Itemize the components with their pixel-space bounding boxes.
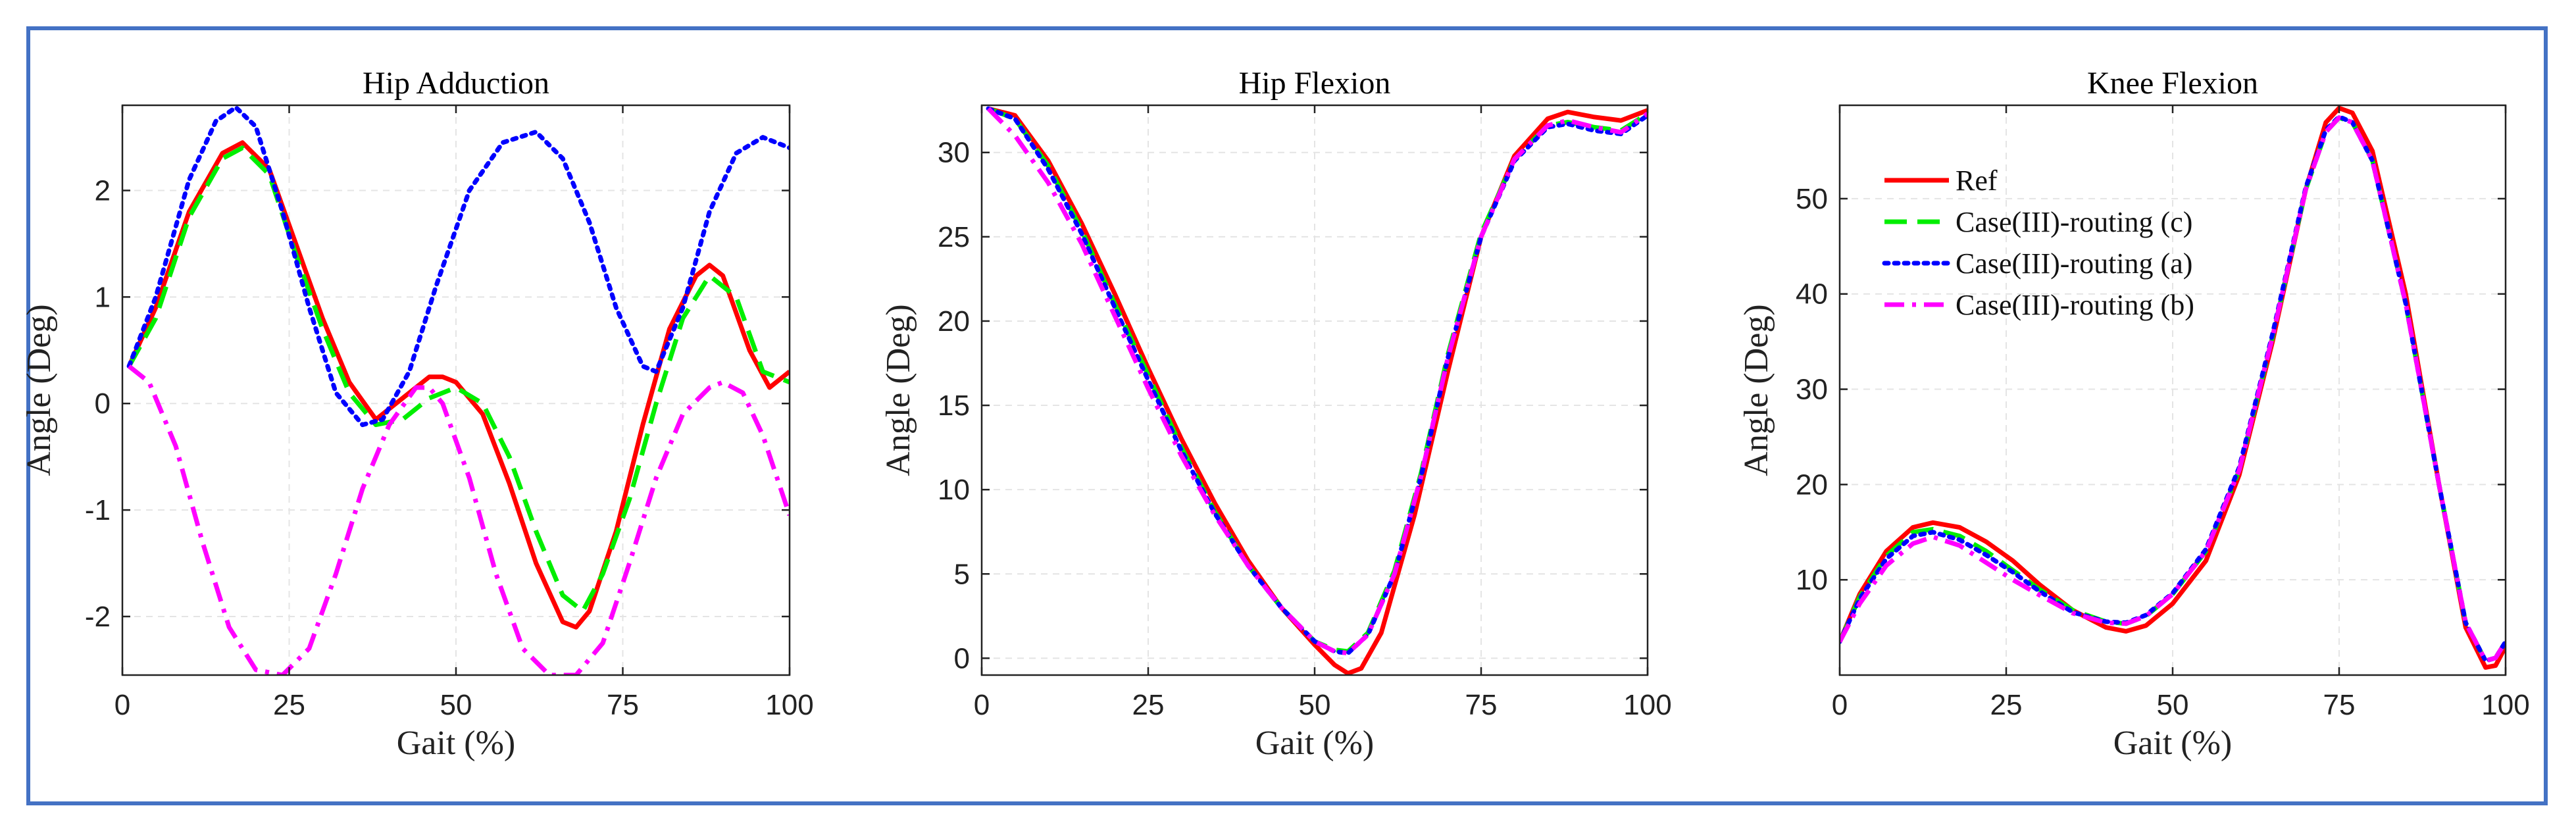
x-axis-label: Gait (%) — [2113, 724, 2232, 762]
series-line-case-iii-routing-b- — [986, 107, 1648, 656]
series-line-case-iii-routing-b- — [1840, 115, 2506, 663]
x-tick-label: 50 — [1299, 689, 1331, 721]
x-tick-label: 50 — [2157, 689, 2189, 721]
chart-title: Hip Adduction — [363, 66, 549, 101]
y-tick-label: 0 — [954, 642, 970, 674]
y-tick-label: 15 — [938, 390, 970, 422]
y-tick-label: 50 — [1796, 183, 1828, 215]
x-tick-label: 25 — [1990, 689, 2023, 721]
x-tick-label: 50 — [440, 689, 472, 721]
y-tick-label: 30 — [938, 137, 970, 169]
hip-flexion-panel: 0 25 50 75 100 0 5 10 15 20 25 30 Hip Flexion Gait (%… — [880, 66, 1672, 762]
y-axis-label: Angle (Deg) — [880, 304, 917, 476]
y-tick-label: 0 — [95, 388, 111, 420]
series-line-ref — [988, 106, 1648, 675]
x-tick-label: 100 — [765, 689, 813, 721]
x-tick-label: 0 — [974, 689, 990, 721]
y-tick-label: 20 — [1796, 468, 1828, 501]
series-line-case-iii-routing-a- — [126, 105, 790, 428]
chart-title: Knee Flexion — [2087, 66, 2258, 101]
legend-label: Case(III)-routing (c) — [1956, 206, 2192, 238]
x-tick-label: 25 — [1132, 689, 1165, 721]
y-tick-label: -1 — [85, 494, 111, 526]
y-tick-label: 40 — [1796, 278, 1828, 311]
y-tick-label: 1 — [95, 281, 111, 313]
legend: Ref Case(III)-routing (c) Case(III)-routin… — [1882, 164, 2194, 321]
legend-label: Case(III)-routing (b) — [1956, 289, 2194, 321]
series-line-ref — [126, 140, 790, 630]
y-tick-label: 10 — [1796, 564, 1828, 596]
x-tick-label: 25 — [273, 689, 305, 721]
x-axis-label: Gait (%) — [1255, 724, 1374, 762]
series-line-case-iii-routing-c- — [127, 145, 790, 614]
y-tick-label: 5 — [954, 558, 970, 590]
x-tick-label: 100 — [1623, 689, 1671, 721]
x-tick-label: 75 — [607, 689, 639, 721]
x-axis-label: Gait (%) — [397, 724, 515, 762]
y-tick-label: 20 — [938, 305, 970, 338]
hip-adduction-panel: 0 25 50 75 100 -2 -1 0 1 2 Hip Adduction Gait (%) An… — [20, 66, 814, 762]
x-tick-label: 0 — [114, 689, 130, 721]
legend-label: Ref — [1956, 164, 1998, 197]
y-tick-label: 10 — [938, 474, 970, 506]
x-tick-label: 100 — [2481, 689, 2529, 721]
y-tick-label: -2 — [85, 601, 111, 633]
y-tick-label: 2 — [95, 174, 111, 207]
knee-flexion-panel: 0 25 50 75 100 10 20 30 40 50 Knee Flexion Gait (%)… — [1738, 66, 2530, 762]
x-tick-label: 75 — [2323, 689, 2356, 721]
y-tick-label: 30 — [1796, 374, 1828, 406]
x-tick-label: 75 — [1465, 689, 1498, 721]
y-axis-label: Angle (Deg) — [1738, 304, 1775, 476]
y-axis-label: Angle (Deg) — [20, 304, 58, 476]
series-line-case-iii-routing-b- — [127, 364, 790, 675]
series-line-case-iii-routing-c- — [1840, 115, 2506, 663]
x-tick-label: 0 — [1832, 689, 1848, 721]
chart-title: Hip Flexion — [1239, 66, 1391, 101]
y-tick-label: 25 — [938, 221, 970, 253]
legend-label: Case(III)-routing (a) — [1956, 247, 2192, 280]
